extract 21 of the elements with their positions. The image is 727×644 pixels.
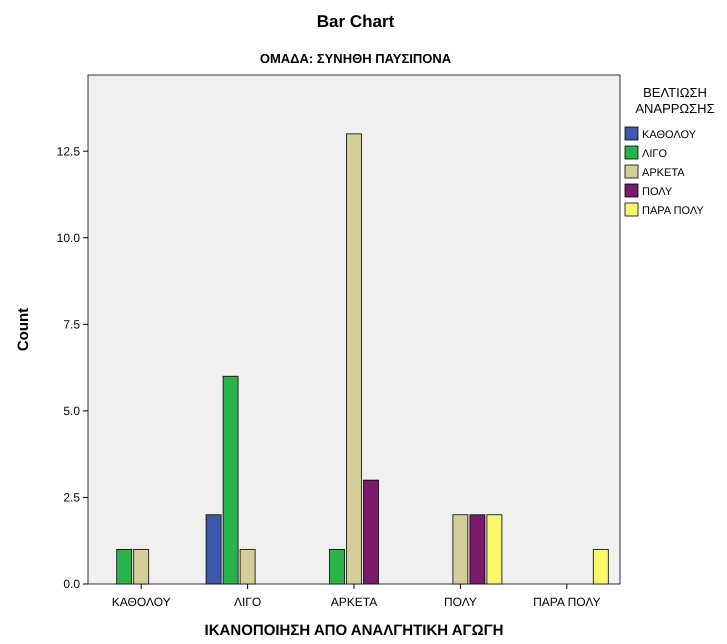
y-tick-label: 12.5 (56, 144, 80, 158)
x-tick-label: ΠΑΡΑ ΠΟΛΥ (533, 595, 600, 609)
x-tick-label: ΚΑΘΟΛΟΥ (112, 595, 171, 609)
y-tick-label: 0.0 (63, 577, 80, 592)
legend-label: ΑΡΚΕΤΑ (642, 166, 686, 179)
x-tick-label: ΑΡΚΕΤΑ (330, 595, 378, 609)
y-tick-label: 10.0 (56, 230, 80, 245)
y-tick-label: 5.0 (63, 404, 80, 418)
x-tick-label: ΠΟΛΥ (444, 595, 477, 609)
chart-title: Bar Chart (316, 12, 395, 31)
legend-label: ΠΟΛΥ (642, 186, 673, 198)
legend-label: ΛΙΓΟ (642, 148, 668, 160)
legend-label: ΚΑΘΟΛΟΥ (642, 128, 697, 141)
chart-subtitle: ΟΜΑΔΑ: ΣΥΝΗΘΗ ΠΑΥΣΙΠΟΝΑ (260, 51, 452, 66)
legend-label: ΠΑΡΑ ΠΟΛΥ (642, 204, 704, 217)
y-tick-label: 2.5 (63, 490, 80, 505)
y-tick-label: 7.5 (63, 318, 80, 332)
legend-title: ΒΕΛΤΙΩΣΗ ΑΝΑΡΡΩΣΗΣ (635, 85, 715, 116)
x-tick-label: ΛΙΓΟ (234, 595, 262, 609)
x-axis-title: ΙΚΑΝΟΠΟΙΗΣΗ ΑΠΟ ΑΝΑΛΓΗΤΙΚΗ ΑΓΩΓΗ (204, 622, 504, 639)
y-axis-title: Count (15, 308, 32, 352)
